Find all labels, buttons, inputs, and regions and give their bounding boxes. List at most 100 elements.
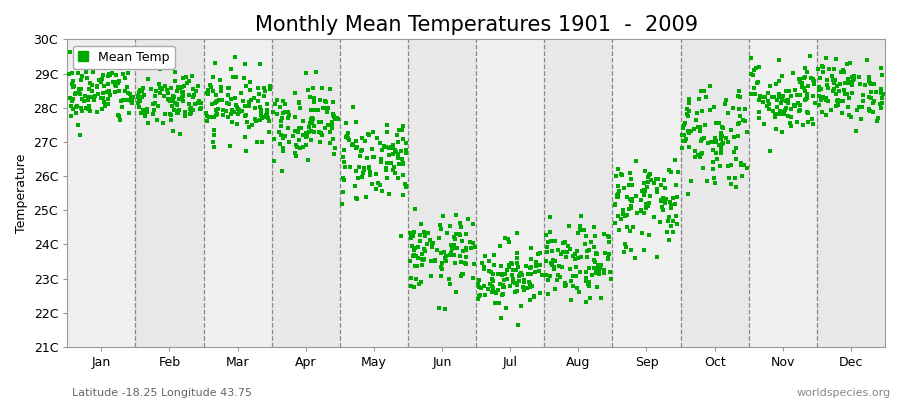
Point <box>410 255 425 262</box>
Point <box>610 183 625 189</box>
Point <box>407 284 421 290</box>
Point <box>492 242 507 249</box>
Point <box>274 123 289 129</box>
Point <box>563 297 578 303</box>
Point <box>583 295 598 301</box>
Point <box>491 270 505 277</box>
Point <box>303 94 318 101</box>
Point <box>662 236 677 243</box>
Point <box>752 108 767 115</box>
Point <box>518 263 533 269</box>
Point <box>206 114 220 120</box>
Point <box>727 175 742 182</box>
Point <box>778 104 793 111</box>
Point <box>275 145 290 151</box>
Point <box>437 306 452 312</box>
Point <box>378 165 392 171</box>
Point <box>465 274 480 281</box>
Point <box>86 94 100 100</box>
Bar <box>340 39 408 347</box>
Point <box>756 94 770 100</box>
Point <box>424 258 438 264</box>
Point <box>140 106 155 112</box>
Point <box>666 218 680 224</box>
Point <box>622 206 636 212</box>
Point <box>760 90 775 96</box>
Point <box>95 72 110 79</box>
Point <box>275 98 290 104</box>
Point <box>337 177 351 183</box>
Point <box>623 170 637 176</box>
Point <box>193 106 207 112</box>
Point <box>202 114 216 121</box>
Point <box>700 177 715 184</box>
Point <box>101 101 115 107</box>
Point <box>382 152 397 158</box>
Point <box>64 103 78 110</box>
Point <box>410 263 424 270</box>
Point <box>64 81 78 88</box>
Point <box>306 85 320 92</box>
Point <box>694 88 708 94</box>
Point <box>410 255 425 261</box>
Point <box>814 109 829 116</box>
Point <box>256 93 271 99</box>
Point <box>658 185 672 191</box>
Point <box>202 82 217 88</box>
Point <box>708 150 723 156</box>
Point <box>766 94 780 100</box>
Point <box>299 142 313 149</box>
Point <box>841 104 855 110</box>
Point <box>668 157 682 163</box>
Point <box>511 321 526 328</box>
Point <box>574 213 589 219</box>
Point <box>109 72 123 78</box>
Point <box>611 191 625 198</box>
Point <box>261 115 275 121</box>
Point <box>849 128 863 134</box>
Point <box>63 49 77 55</box>
Point <box>769 125 783 132</box>
Point <box>748 91 762 97</box>
Point <box>543 214 557 220</box>
Point <box>858 82 872 88</box>
Point <box>63 112 77 119</box>
Point <box>185 107 200 113</box>
Point <box>706 104 721 110</box>
Point <box>659 196 673 202</box>
Point <box>497 277 511 284</box>
Point <box>304 136 319 143</box>
Point <box>165 102 179 109</box>
Point <box>406 252 420 258</box>
Point <box>168 100 183 106</box>
Point <box>745 72 760 78</box>
Point <box>676 138 690 144</box>
Point <box>608 173 623 179</box>
Bar <box>544 39 612 347</box>
Point <box>339 133 354 140</box>
Point <box>268 100 283 107</box>
Point <box>797 75 812 81</box>
Point <box>250 139 265 146</box>
Point <box>797 87 812 94</box>
Point <box>146 110 160 117</box>
Point <box>125 96 140 103</box>
Point <box>302 128 316 135</box>
Point <box>148 100 162 106</box>
Point <box>380 129 394 135</box>
Point <box>114 52 129 58</box>
Point <box>194 100 208 106</box>
Point <box>476 283 491 290</box>
Point <box>744 90 759 97</box>
Point <box>292 136 306 143</box>
Point <box>502 263 517 270</box>
Point <box>504 260 518 266</box>
Point <box>814 62 829 69</box>
Point <box>636 192 651 198</box>
Point <box>396 136 410 142</box>
Point <box>509 250 524 256</box>
Point <box>241 99 256 105</box>
Point <box>713 163 727 170</box>
Point <box>363 169 377 176</box>
Point <box>353 153 367 159</box>
